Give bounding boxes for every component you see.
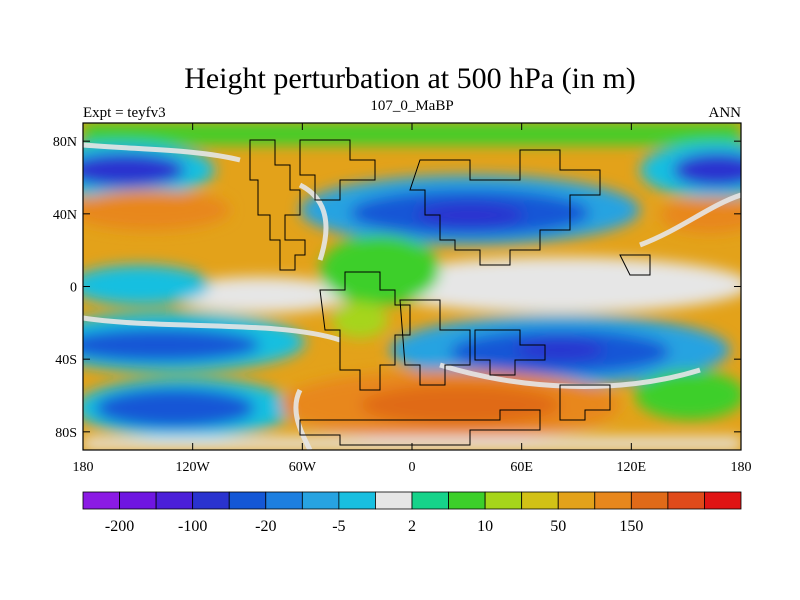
x-tick-label: 180: [73, 460, 94, 475]
y-tick-label: 80S: [55, 426, 77, 441]
colorbar-label: 10: [477, 518, 493, 535]
x-axis: 180 120W 60W 0 60E 120E 180: [73, 123, 752, 475]
right-string: ANN: [709, 105, 742, 121]
colorbar: -200 -100 -20 -5 2 10 50 150: [82, 491, 742, 535]
colorbar-box: [667, 491, 705, 510]
x-tick-label: 60E: [510, 460, 533, 475]
colorbar-box: [375, 491, 413, 510]
colorbar-label: -200: [105, 518, 134, 535]
y-axis: 80N 40N 0 40S 80S: [53, 135, 741, 441]
colorbar-box: [119, 491, 157, 510]
y-tick-label: 80N: [53, 135, 77, 150]
coastline-outlines: [249, 139, 651, 446]
x-tick-label: 60W: [289, 460, 317, 475]
colorbar-box: [155, 491, 194, 510]
colorbar-box: [301, 491, 340, 510]
colorbar-label: 2: [408, 518, 416, 535]
x-tick-label: 120W: [176, 460, 211, 475]
colorbar-label: -20: [255, 518, 276, 535]
y-tick-label: 40N: [53, 208, 77, 223]
colorbar-box: [594, 491, 632, 510]
colorbar-box: [265, 491, 303, 510]
colorbar-label: -5: [332, 518, 345, 535]
colorbar-label: 150: [619, 518, 643, 535]
colorbar-box: [484, 491, 523, 510]
x-tick-label: 120E: [617, 460, 647, 475]
colorbar-box: [521, 491, 559, 510]
center-string: 107_0_MaBP: [370, 98, 453, 114]
colorbar-box: [557, 491, 596, 510]
left-string: Expt = teyfv3: [83, 105, 166, 121]
colorbar-box: [411, 491, 449, 510]
x-tick-label: 180: [731, 460, 752, 475]
colorbar-box: [192, 491, 230, 510]
colorbar-box: [630, 491, 669, 510]
colorbar-label: -100: [178, 518, 207, 535]
y-tick-label: 40S: [55, 353, 77, 368]
colorbar-box: [448, 491, 486, 510]
y-tick-label: 0: [70, 281, 77, 296]
colorbar-box: [338, 491, 376, 510]
plot-title: Height perturbation at 500 hPa (in m): [184, 62, 636, 95]
x-tick-label: 0: [409, 460, 416, 475]
colorbar-box: [704, 491, 742, 510]
colorbar-box: [228, 491, 267, 510]
colorbar-label: 50: [550, 518, 566, 535]
map-contour-field: [83, 123, 741, 450]
colorbar-box: [82, 491, 120, 510]
